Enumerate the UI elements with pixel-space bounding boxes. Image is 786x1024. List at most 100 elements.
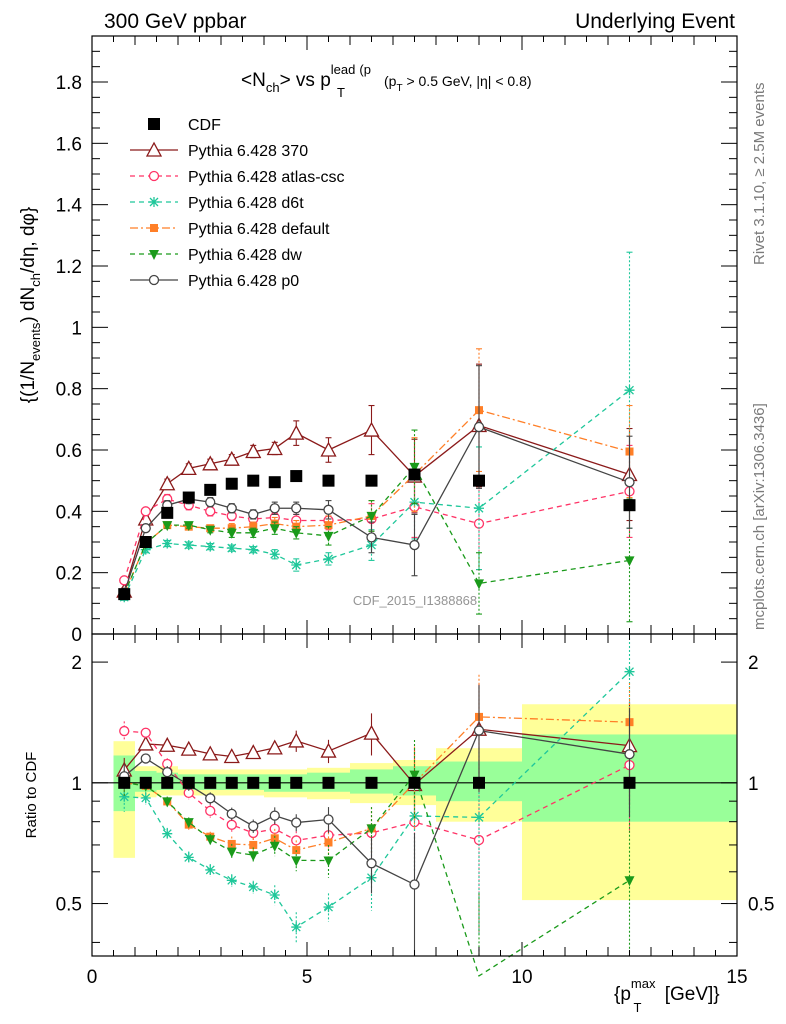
data-point — [365, 474, 378, 487]
ratio-point — [624, 876, 635, 887]
ratio-series-line — [124, 773, 630, 977]
ratio-point — [159, 736, 176, 752]
ratio-point — [288, 732, 305, 748]
data-point — [140, 523, 151, 534]
ratio-point — [290, 776, 303, 789]
ratio-point — [623, 776, 636, 789]
ratio-point — [119, 791, 130, 802]
ratio-point — [205, 864, 216, 875]
data-point — [474, 579, 484, 590]
ratio-point — [269, 841, 280, 852]
ratio-point — [119, 725, 130, 737]
data-point — [162, 538, 173, 549]
y-tick-label: 1 — [71, 318, 82, 339]
ratio-point — [248, 820, 259, 832]
data-point — [291, 503, 302, 514]
data-point — [205, 541, 216, 552]
ratio-point — [323, 814, 334, 825]
legend-label: Pythia 6.428 default — [188, 221, 330, 238]
data-point — [320, 441, 337, 457]
ratio-point — [291, 922, 302, 933]
data-point — [366, 511, 377, 522]
x-tick-label: 5 — [302, 967, 313, 988]
main-plot: 0 0.2 0.4 0.6 0.8 1 1.2 1.4 1.6 1.8 — [56, 35, 738, 646]
data-point — [269, 503, 280, 514]
y-tick-label: 0.5 — [56, 895, 82, 916]
legend-item: Pythia 6.428 d6t — [130, 195, 304, 212]
data-point — [268, 476, 281, 489]
ratio-point — [183, 852, 194, 863]
data-point — [269, 524, 280, 535]
data-point — [249, 522, 258, 531]
series-cdf — [118, 468, 636, 601]
x-axis-label: {pmax T [GeV]} — [614, 976, 720, 1015]
ratio-series-cdf — [118, 776, 636, 789]
data-point — [140, 544, 151, 555]
series-line — [123, 389, 630, 598]
legend: CDF Pythia 6.428 370 Pythia 6.428 atlas-cs… — [130, 117, 345, 290]
y-tick-label: 1.2 — [56, 257, 82, 278]
data-point — [118, 588, 131, 601]
y-tick-label: 1 — [71, 774, 82, 795]
data-point — [204, 483, 217, 496]
y-tick-label: 0.4 — [56, 502, 83, 523]
legend-label: CDF — [188, 117, 221, 134]
data-point — [205, 496, 216, 508]
ratio-point — [205, 793, 216, 804]
data-point — [248, 528, 259, 539]
ratio-point — [118, 776, 131, 789]
data-point — [290, 470, 303, 483]
ratio-point — [409, 879, 420, 890]
ratio-point — [366, 858, 377, 869]
data-point — [248, 544, 259, 555]
y-tick-label: 0.6 — [56, 441, 82, 462]
ratio-point — [269, 889, 280, 900]
data-point — [288, 424, 305, 440]
data-point — [182, 491, 195, 504]
data-point — [245, 443, 262, 459]
data-point — [266, 440, 283, 456]
ratio-series-pythia-6-428-p0 — [119, 685, 635, 956]
legend-marker — [148, 274, 160, 286]
ratio-point — [268, 776, 281, 789]
data-point — [291, 528, 302, 539]
data-point — [139, 536, 152, 548]
data-point — [180, 460, 197, 476]
data-point — [623, 499, 636, 512]
header-right: Underlying Event — [575, 10, 735, 33]
data-point — [248, 509, 259, 520]
ratio-point — [183, 818, 194, 829]
analysis-watermark: CDF_2015_I1388868 — [353, 593, 477, 608]
ratio-point — [245, 744, 262, 760]
y-tick-label: 1.4 — [56, 196, 83, 217]
legend-label: Pythia 6.428 dw — [188, 247, 302, 264]
legend-item: Pythia 6.428 default — [130, 221, 330, 238]
data-point — [226, 543, 237, 554]
ratio-plot: 0 5 10 15 0.5 0.5 1 1 2 2 — [56, 633, 774, 988]
data-point — [408, 468, 421, 481]
data-point — [323, 504, 334, 515]
ratio-point — [323, 856, 334, 867]
data-point — [363, 421, 380, 437]
ratio-point — [140, 753, 151, 764]
series-line — [123, 409, 630, 595]
ratio-point — [225, 776, 238, 789]
rivet-label: Rivet 3.1.10, ≥ 2.5M events — [751, 83, 768, 266]
ratio-point — [366, 824, 377, 835]
legend-label: Pythia 6.428 d6t — [188, 195, 304, 212]
data-point — [223, 450, 240, 466]
ratio-point — [247, 776, 260, 789]
ratio-point — [162, 797, 173, 808]
plot-title: <Nch> vs plead (p — [241, 62, 371, 95]
legend-marker — [148, 170, 160, 182]
ratio-point — [223, 748, 240, 764]
data-point — [624, 477, 635, 488]
x-tick-label: 0 — [87, 967, 98, 988]
y-tick-label-right: 2 — [748, 653, 759, 674]
data-point — [226, 528, 237, 539]
y-tick-label: 1.6 — [56, 134, 82, 155]
y-tick-label: 1.8 — [56, 73, 82, 94]
ratio-point — [270, 834, 279, 843]
data-point — [624, 556, 635, 567]
